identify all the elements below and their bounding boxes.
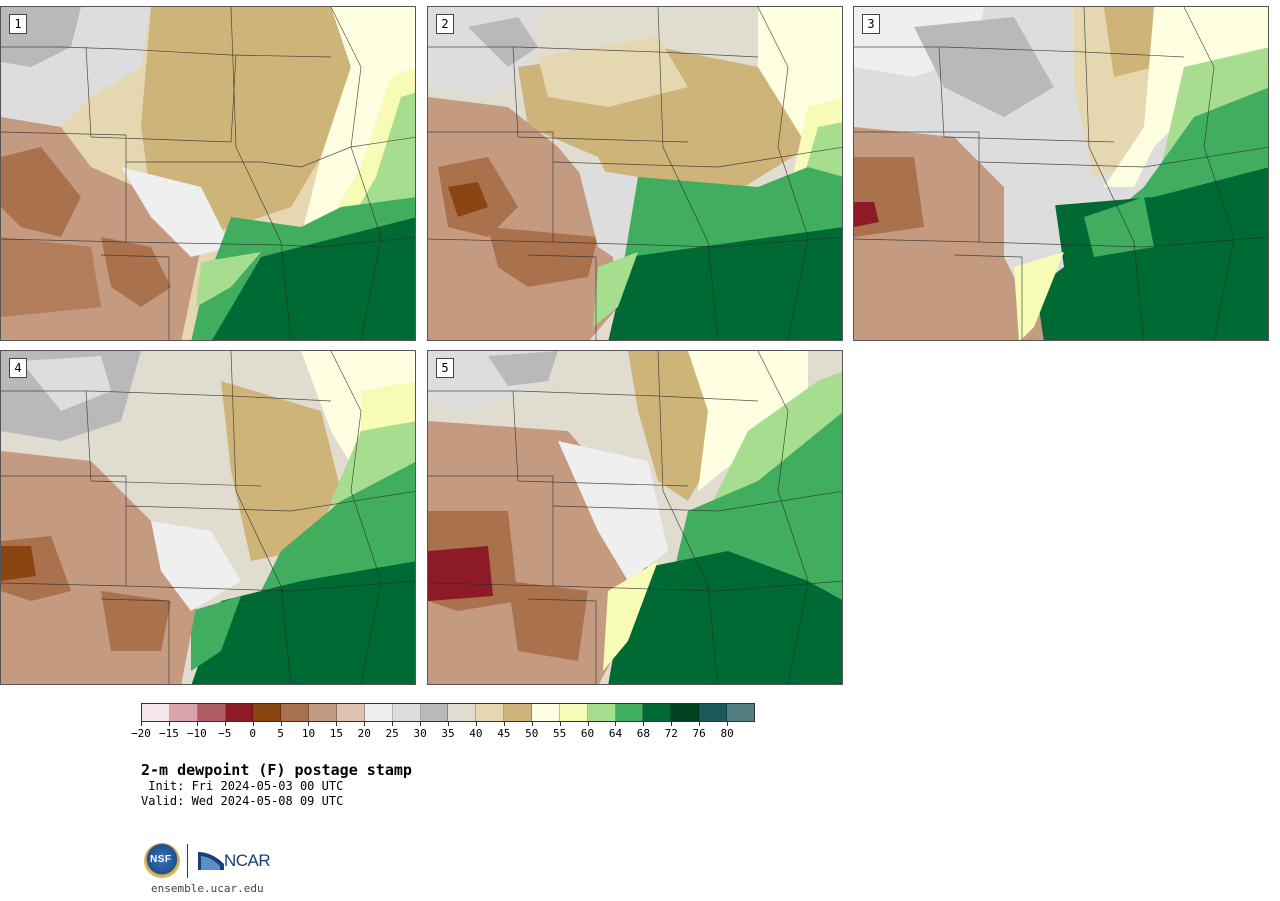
nsf-logo-icon — [144, 843, 180, 879]
chart-title: 2-m dewpoint (F) postage stamp — [141, 761, 412, 779]
colorbar-tick-label: 35 — [441, 727, 455, 740]
colorbar-tick-label: 20 — [357, 727, 371, 740]
site-url: ensemble.ucar.edu — [151, 882, 264, 895]
colorbar-tick-label: 40 — [469, 727, 483, 740]
colorbar-tick — [392, 722, 394, 726]
colorbar-swatch — [309, 704, 338, 721]
postage-stamp-panel-2: 2 — [427, 6, 843, 341]
dewpoint-map-3 — [854, 7, 1268, 340]
colorbar-tick — [141, 722, 142, 726]
colorbar-tick-label: 76 — [692, 727, 706, 740]
colorbar-swatch — [253, 704, 282, 721]
colorbar — [141, 703, 755, 722]
colorbar-swatch — [699, 704, 728, 721]
colorbar-swatch — [504, 704, 533, 721]
colorbar-swatch — [643, 704, 672, 721]
colorbar-tick-label: 5 — [277, 727, 284, 740]
panel-number-label: 2 — [436, 14, 454, 34]
postage-stamp-panel-3: 3 — [853, 6, 1269, 341]
ncar-logo-text: NCAR — [224, 851, 271, 870]
panel-number-label: 3 — [862, 14, 880, 34]
colorbar-tick-label: 60 — [580, 727, 595, 740]
colorbar-swatch — [448, 704, 477, 721]
colorbar-swatch — [587, 704, 616, 721]
init-time: Init: Fri 2024-05-03 00 UTC — [141, 779, 344, 793]
colorbar-tick — [671, 722, 673, 726]
dewpoint-map-1 — [1, 7, 415, 340]
dewpoint-map-4 — [1, 351, 415, 684]
colorbar-swatch — [392, 704, 421, 721]
colorbar-tick — [448, 722, 449, 726]
colorbar-tick — [364, 722, 366, 726]
colorbar-tick-label: 80 — [720, 727, 734, 740]
colorbar-tick-label: 10 — [301, 727, 316, 740]
panel-number-label: 5 — [436, 358, 454, 378]
panel-number-label: 4 — [9, 358, 27, 378]
dewpoint-map-2 — [428, 7, 842, 340]
colorbar-tick — [196, 722, 198, 726]
colorbar-swatch — [142, 704, 170, 721]
colorbar-tick-label: −20 — [131, 727, 151, 740]
postage-stamp-panel-1: 1 — [0, 6, 416, 341]
colorbar-swatch — [197, 704, 226, 721]
colorbar-tick — [336, 722, 338, 726]
colorbar-tick-label: 50 — [525, 727, 539, 740]
colorbar-tick — [503, 722, 505, 726]
colorbar-tick-label: 30 — [413, 727, 427, 740]
colorbar-tick — [168, 722, 170, 726]
colorbar-tick — [643, 722, 645, 726]
dewpoint-map-5 — [428, 351, 842, 684]
colorbar-tick-label: 15 — [329, 727, 343, 740]
colorbar-swatch — [169, 704, 198, 721]
colorbar-tick-label: −5 — [218, 727, 232, 740]
logo-divider — [187, 844, 188, 878]
colorbar-tick-label: 45 — [497, 727, 511, 740]
colorbar-tick — [475, 722, 477, 726]
colorbar-ticks: −20 −15 −10 −5 0 5 10 15 20 25 30 35 40 45 50 55 60 64 68 7… — [131, 722, 755, 740]
colorbar-tick — [531, 722, 533, 726]
colorbar-tick — [224, 722, 226, 726]
colorbar-tick-label: 55 — [553, 727, 567, 740]
colorbar-swatch — [727, 704, 754, 721]
colorbar-swatch — [225, 704, 254, 721]
colorbar-tick — [308, 722, 310, 726]
colorbar-tick — [559, 722, 561, 726]
colorbar-swatch — [532, 704, 560, 721]
postage-stamp-panel-4: 4 — [0, 350, 416, 685]
colorbar-tick-label: 68 — [636, 727, 650, 740]
colorbar-swatch — [476, 704, 505, 721]
nsf-logo-text: NSF — [150, 854, 172, 865]
postage-stamp-panel-5: 5 — [427, 350, 843, 685]
valid-time: Valid: Wed 2024-05-08 09 UTC — [141, 794, 344, 808]
colorbar-tick — [587, 722, 589, 726]
colorbar-swatch — [559, 704, 588, 721]
colorbar-tick-label: 25 — [385, 727, 399, 740]
sponsor-logos: NSF NCAR — [144, 842, 284, 882]
colorbar-tick — [280, 722, 282, 726]
colorbar-tick-label: −10 — [186, 727, 207, 740]
colorbar-tick — [727, 722, 729, 726]
colorbar-tick-label: 64 — [608, 727, 623, 740]
colorbar-swatch — [671, 704, 700, 721]
colorbar-swatch — [364, 704, 393, 721]
colorbar-tick-label: −15 — [158, 727, 179, 740]
colorbar-swatch — [420, 704, 449, 721]
colorbar-tick — [699, 722, 701, 726]
colorbar-tick — [615, 722, 617, 726]
colorbar-swatch — [337, 704, 365, 721]
colorbar-swatch — [281, 704, 310, 721]
ncar-mark-icon — [198, 852, 224, 870]
colorbar-tick — [252, 722, 254, 726]
panel-number-label: 1 — [9, 14, 27, 34]
colorbar-tick-label: 72 — [664, 727, 678, 740]
colorbar-tick — [420, 722, 422, 726]
colorbar-tick-label: 0 — [249, 727, 256, 740]
colorbar-swatch — [615, 704, 644, 721]
